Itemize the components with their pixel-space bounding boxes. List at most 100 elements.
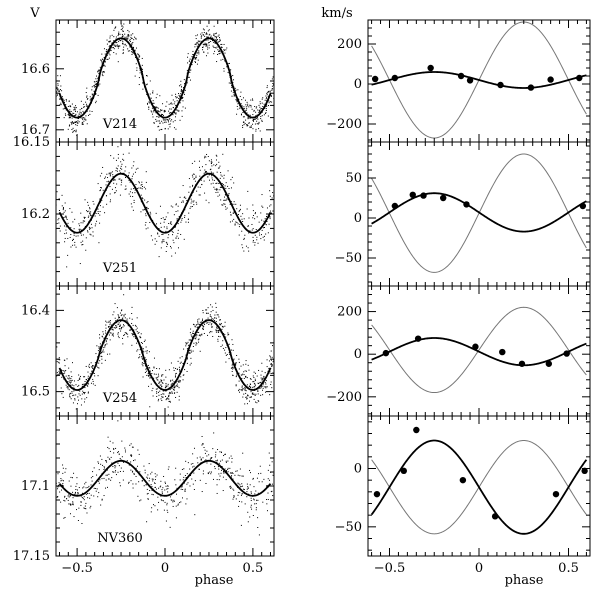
photometry-point (206, 455, 208, 457)
photometry-point (237, 89, 239, 91)
photometry-point (247, 118, 249, 120)
photometry-point (204, 155, 206, 157)
photometry-point (246, 496, 248, 498)
photometry-point (118, 31, 120, 33)
photometry-point (98, 72, 100, 74)
photometry-point (158, 111, 160, 113)
photometry-point (182, 488, 184, 490)
photometry-point (268, 367, 270, 369)
photometry-point (58, 222, 60, 224)
photometry-point (174, 376, 176, 378)
photometry-point (184, 215, 186, 217)
photometry-point (260, 387, 262, 389)
photometry-point (265, 224, 267, 226)
photometry-point (195, 324, 197, 326)
photometry-point (94, 225, 96, 227)
photometry-point (227, 334, 229, 336)
photometry-point (198, 40, 200, 42)
photometry-point (146, 374, 148, 376)
photometry-point (207, 48, 209, 50)
photometry-point (238, 358, 240, 360)
photometry-point (70, 381, 72, 383)
photometry-point (263, 478, 265, 480)
photometry-point (77, 118, 79, 120)
photometry-point (211, 323, 213, 325)
photometry-point (68, 381, 70, 383)
photometry-point (162, 390, 164, 392)
photometry-point (118, 39, 120, 41)
photometry-point (138, 331, 140, 333)
photometry-point (198, 51, 200, 53)
photometry-point (108, 473, 110, 475)
photometry-point (240, 365, 242, 367)
photometry-point (77, 235, 79, 237)
photometry-point (77, 120, 79, 122)
photometry-point (93, 495, 95, 497)
photometry-point (138, 357, 140, 359)
photometry-point (70, 105, 72, 107)
photometry-point (146, 75, 148, 77)
photometry-point (108, 478, 110, 480)
photometry-point (145, 368, 147, 370)
photometry-point (192, 350, 194, 352)
photometry-point (132, 470, 134, 472)
photometry-point (163, 226, 165, 228)
photometry-point (153, 122, 155, 124)
photometry-point (105, 479, 107, 481)
photometry-point (188, 76, 190, 78)
photometry-point (216, 61, 218, 63)
photometry-point (134, 50, 136, 52)
photometry-point (77, 520, 79, 522)
photometry-point (73, 390, 75, 392)
photometry-point (128, 179, 130, 181)
photometry-point (261, 194, 263, 196)
photometry-point (215, 329, 217, 331)
photometry-point (187, 344, 189, 346)
photometry-point (246, 124, 248, 126)
photometry-point (84, 391, 86, 393)
photometry-point (119, 485, 121, 487)
photometry-point (161, 113, 163, 115)
photometry-point (111, 334, 113, 336)
photometry-point (233, 496, 235, 498)
photometry-point (132, 165, 134, 167)
photometry-point (120, 459, 122, 461)
photometry-point (147, 477, 149, 479)
photometry-point (89, 213, 91, 215)
photometry-point (228, 352, 230, 354)
photometry-point (160, 109, 162, 111)
photometry-point (231, 472, 233, 474)
photometry-point (183, 92, 185, 94)
photometry-point (252, 381, 254, 383)
photometry-point (218, 479, 220, 481)
photometry-point (165, 369, 167, 371)
photometry-point (218, 53, 220, 55)
photometry-point (94, 215, 96, 217)
photometry-point (80, 241, 82, 243)
photometry-point (176, 235, 178, 237)
photometry-point (198, 338, 200, 340)
photometry-point (123, 49, 125, 51)
photometry-point (245, 124, 247, 126)
photometry-point (198, 331, 200, 333)
photometry-point (236, 222, 238, 224)
panel-frame (55, 19, 275, 143)
photometry-point (215, 454, 217, 456)
photometry-point (57, 75, 59, 77)
photometry-point (230, 179, 232, 181)
photometry-point (236, 354, 238, 356)
photometry-point (209, 471, 211, 473)
photometry-point (195, 342, 197, 344)
photometry-point (258, 128, 260, 130)
photometry-point (254, 386, 256, 388)
photometry-point (145, 215, 147, 217)
photometry-point (238, 361, 240, 363)
photometry-point (198, 341, 200, 343)
photometry-point (95, 78, 97, 80)
photometry-point (85, 237, 87, 239)
primary-rv-curve (371, 337, 587, 367)
photometry-point (169, 126, 171, 128)
photometry-point (157, 110, 159, 112)
photometry-point (263, 103, 265, 105)
photometry-point (108, 51, 110, 53)
